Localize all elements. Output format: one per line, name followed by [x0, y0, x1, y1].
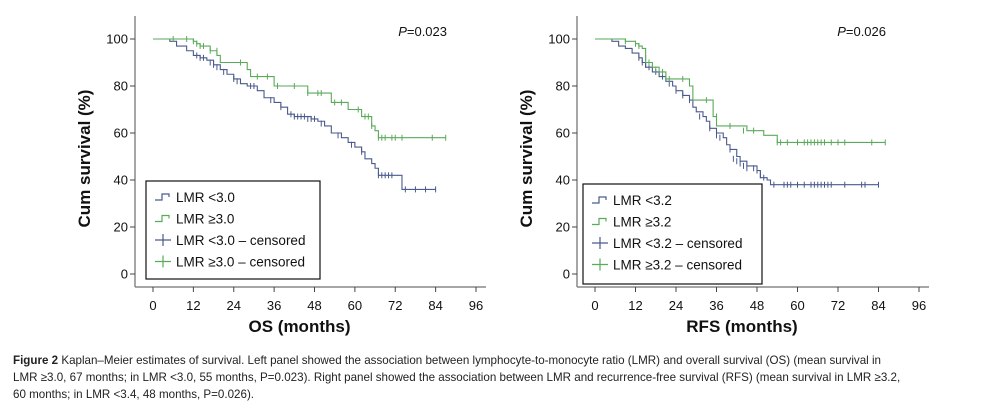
- legend-box: [145, 180, 321, 280]
- survival-curve: [595, 38, 879, 186]
- legend: LMR <3.0 LMR ≥3.0 LMR <3.0 – censored LMR ≥…: [145, 180, 321, 280]
- y-tick-label: 100: [548, 32, 570, 47]
- legend-label: LMR ≥3.0 – censored: [176, 255, 305, 270]
- caption-line-3: 60 months; in LMR <3.4, 48 months, P=0.0…: [13, 388, 255, 401]
- y-tick-label: 100: [106, 32, 128, 47]
- x-tick-label: 36: [267, 298, 281, 313]
- figure-caption: Figure 2 Kaplan–Meier estimates of survi…: [13, 352, 998, 403]
- legend-label: LMR <3.0 – censored: [176, 233, 305, 248]
- legend-censor-symbol: [155, 234, 171, 246]
- legend-label: LMR <3.0: [176, 190, 235, 205]
- y-tick-label: 40: [114, 173, 128, 188]
- legend-label: LMR <3.2: [613, 193, 672, 208]
- y-axis-title: Cum survival (%): [517, 90, 536, 228]
- caption-line-1: Figure 2 Kaplan–Meier estimates of survi…: [13, 354, 881, 367]
- legend-box: [582, 183, 763, 285]
- y-axis-title: Cum survival (%): [75, 90, 94, 228]
- x-axis-title: OS (months): [249, 317, 351, 336]
- legend: LMR <3.2 LMR ≥3.2 LMR <3.2 – censored LMR ≥…: [582, 183, 763, 285]
- legend-censor-symbol: [155, 255, 171, 268]
- y-tick-label: 0: [121, 267, 128, 282]
- x-tick-label: 96: [912, 298, 926, 313]
- km-figure: 0 20 40 60 80 100 0 12 24 36 48 60 72 84 96 OS (months)…: [75, 16, 929, 336]
- x-tick-label: 12: [186, 298, 200, 313]
- km-panel-1: 0 20 40 60 80 100 0 12 24 36 48 60 72 84 96 OS (months)…: [75, 16, 486, 336]
- x-tick-label: 48: [750, 298, 764, 313]
- x-tick-label: 60: [348, 298, 362, 313]
- km-series-high: [595, 38, 886, 146]
- legend-label: LMR <3.2 – censored: [613, 236, 742, 251]
- y-tick-label: 60: [556, 126, 570, 141]
- x-tick-label: 84: [871, 298, 885, 313]
- legend-censor-symbol: [592, 237, 608, 249]
- y-tick-label: 20: [556, 220, 570, 235]
- legend-label: LMR ≥3.2: [613, 215, 671, 230]
- y-tick-label: 40: [556, 173, 570, 188]
- x-tick-label: 0: [149, 298, 156, 313]
- y-tick-label: 80: [556, 79, 570, 94]
- caption-line-2: LMR ≥3.0, 67 months; in LMR <3.0, 55 mon…: [13, 371, 901, 384]
- y-tick-label: 0: [563, 267, 570, 282]
- legend-label: LMR ≥3.0: [176, 212, 234, 227]
- y-tick-label: 60: [114, 126, 128, 141]
- km-series-low: [153, 38, 437, 193]
- x-tick-label: 24: [669, 298, 683, 313]
- x-tick-label: 96: [469, 298, 483, 313]
- x-tick-label: 36: [709, 298, 723, 313]
- x-tick-label: 24: [227, 298, 241, 313]
- x-tick-label: 72: [831, 298, 845, 313]
- km-panel-2: 0 20 40 60 80 100 0 12 24 36 48 60 72 84 96 RFS (months…: [517, 16, 929, 336]
- legend-step-symbol: [155, 193, 170, 201]
- x-tick-label: 84: [428, 298, 442, 313]
- x-tick-label: 48: [307, 298, 321, 313]
- x-axis-title: RFS (months): [686, 317, 797, 336]
- p-value-annotation: P=0.023: [398, 24, 447, 39]
- x-tick-label: 60: [790, 298, 804, 313]
- legend-censor-symbol: [592, 258, 608, 271]
- km-series-high: [153, 36, 447, 141]
- legend-step-symbol: [155, 214, 170, 223]
- x-tick-label: 12: [628, 298, 642, 313]
- x-tick-label: 0: [591, 298, 598, 313]
- p-value-annotation: P=0.026: [837, 24, 886, 39]
- legend-step-symbol: [592, 196, 607, 204]
- x-tick-label: 72: [388, 298, 402, 313]
- km-series-low: [595, 38, 879, 188]
- caption-label: Figure 2: [13, 354, 59, 367]
- legend-step-symbol: [592, 217, 607, 226]
- y-tick-label: 20: [114, 220, 128, 235]
- y-tick-label: 80: [114, 79, 128, 94]
- legend-label: LMR ≥3.2 – censored: [613, 258, 742, 273]
